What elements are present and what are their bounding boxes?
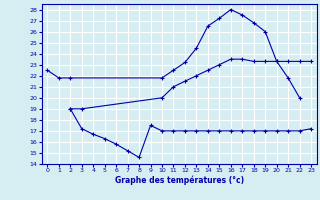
X-axis label: Graphe des températures (°c): Graphe des températures (°c): [115, 176, 244, 185]
